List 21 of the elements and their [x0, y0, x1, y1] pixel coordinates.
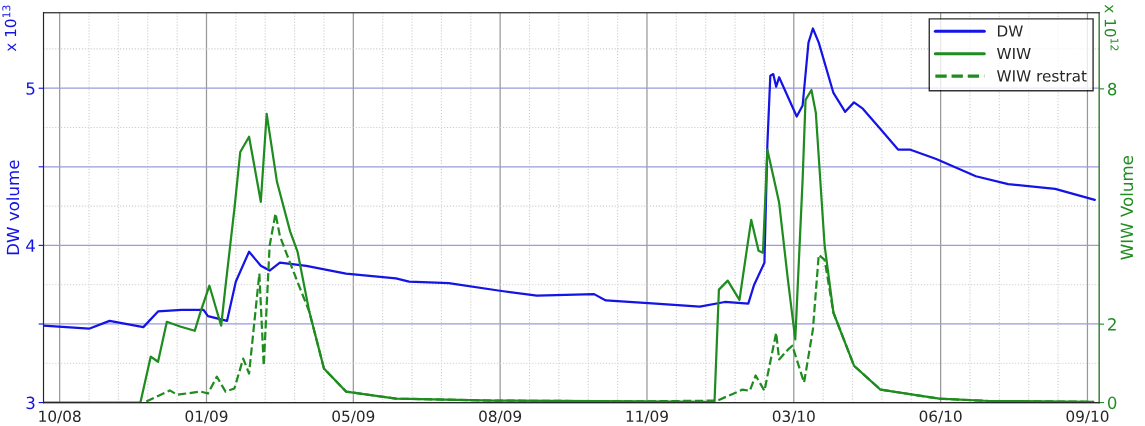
x-tick-label: 01/09	[185, 410, 228, 424]
x-tick-label: 08/09	[479, 410, 522, 424]
y2-tick-label: 0	[1107, 396, 1117, 410]
x-tick-label: 09/10	[1066, 410, 1109, 424]
y-tick-label: 3	[26, 396, 35, 410]
x-tick-label: 05/09	[332, 410, 375, 424]
y-axis-title: DW volume	[6, 160, 20, 255]
legend-label: WIW restrat	[996, 70, 1087, 82]
y2-tick-label: 2	[1108, 318, 1116, 331]
legend-label: DW	[997, 25, 1023, 37]
text: x 10$^{13}$	[2, 5, 17, 52]
x-tick-label: 06/10	[919, 410, 962, 424]
x-tick-label: 10/08	[39, 410, 81, 424]
y2-tick-label: 8	[1107, 82, 1117, 96]
text: x 10$^{12}$	[1104, 4, 1119, 51]
y-tick-label: 4	[26, 239, 35, 252]
x-tick-label: 03/10	[772, 410, 815, 424]
y-tick-label: 5	[26, 82, 35, 95]
legend-label: WIW	[996, 47, 1031, 60]
y2-axis-title: WIW Volume	[1120, 155, 1134, 260]
x-tick-label: 11/09	[626, 410, 668, 424]
